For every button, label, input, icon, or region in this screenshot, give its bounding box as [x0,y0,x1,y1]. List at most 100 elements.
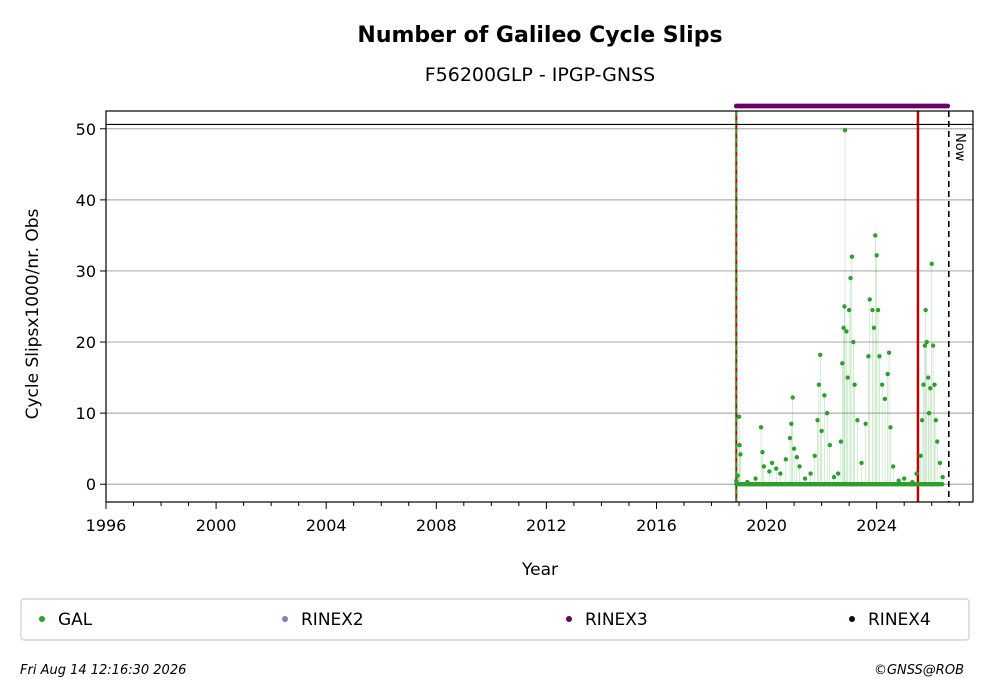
legend-label-rinex4: RINEX4 [868,610,931,630]
gal-point [901,476,907,481]
gal-point [855,418,860,423]
gal-point [818,352,823,358]
gal-point [767,469,772,474]
gal-point [852,382,857,387]
now-label: Now [952,133,967,162]
gal-point [940,474,945,480]
gal-point [734,478,739,483]
legend-marker-rinex3 [566,616,572,622]
y-tick-label: 30 [76,262,96,281]
gal-point [761,464,767,469]
x-tick-label: 2000 [196,516,237,535]
series-points [733,103,951,487]
gal-point [789,421,794,426]
x-tick-label: 2008 [416,516,457,535]
gal-point [753,476,758,481]
gal-point [849,254,855,259]
gal-point [846,307,852,313]
y-axis-label: Cycle Slipsx1000/nr. Obs [23,208,43,419]
rinex3-point [945,103,951,109]
plot-frame [105,110,974,503]
gal-point [890,464,896,469]
gal-point [758,425,764,430]
gal-point [816,382,822,387]
gal-point [824,410,830,416]
footer-copyright: ©GNSS@ROB [874,663,964,678]
gal-point [867,297,872,302]
gal-point [790,395,795,400]
gal-point [769,460,775,466]
gal-point [885,371,890,377]
gal-point [930,343,936,348]
gal-point [842,304,847,309]
gal-point [808,471,813,476]
footer-timestamp: Fri Aug 14 12:16:30 2026 [20,663,186,678]
x-tick-label: 2004 [306,516,347,535]
x-tick-label: 2020 [746,516,787,535]
gal-point [932,382,937,387]
gal-point [827,442,833,448]
gal-point [933,418,939,423]
legend-label-rinex2: RINEX2 [301,610,364,630]
gal-point [738,452,743,457]
gal-point [863,421,868,426]
legend-box [20,598,970,641]
gal-point [774,466,779,471]
gal-point [844,329,849,334]
gal-point [875,307,881,313]
gal-point [838,439,844,444]
gal-point [819,428,824,434]
x-tick-label: 2012 [526,516,567,535]
gal-point [910,479,915,485]
gal-point [787,435,793,441]
gal-point [802,476,808,481]
gal-point [882,396,888,402]
gal-point [797,464,802,469]
gal-point [873,233,878,238]
gal-point [870,307,875,313]
gal-point [812,453,817,458]
gal-point [923,307,928,313]
gal-point [736,414,742,419]
gal-point [760,450,765,455]
legend-marker-gal [39,616,45,622]
gal-point [874,253,879,258]
gal-point [866,354,871,359]
gal-point [851,339,856,345]
gal-point [815,418,820,423]
gal-point [921,382,926,387]
axes: 0 10 20 30 40 50 1996 2000 2004 2008 2012 2016 2020 2… [76,110,974,535]
gal-point [935,439,940,444]
gal-point [737,442,742,448]
gal-point [835,471,841,476]
gal-point [929,261,934,267]
y-tick-label: 10 [76,404,96,423]
x-tick-label: 1996 [86,516,127,535]
gal-point [918,453,923,458]
chart-title: Number of Galileo Cycle Slips [357,23,722,48]
gal-point [924,339,929,345]
gal-point [783,457,789,462]
gal-point [925,375,931,380]
y-tick-label: 20 [76,333,96,352]
gal-point [888,425,893,430]
gal-point [877,354,882,359]
gal-baseline-point [939,482,945,487]
gal-point [914,471,919,476]
gal-point [841,325,846,331]
x-tick-label: 2016 [636,516,677,535]
vertical-markers: Now [735,111,967,502]
legend-label-rinex3: RINEX3 [585,610,648,630]
gal-point [840,361,845,366]
gal-point [879,382,885,387]
gal-point [859,460,864,466]
gal-point [794,455,800,460]
gal-point [922,343,928,348]
gal-point [778,471,783,476]
gal-point [831,474,837,480]
gal-point [926,410,932,416]
gal-point [842,127,848,133]
y-tick-label: 50 [76,120,96,139]
gal-point [735,473,740,478]
gal-point [919,418,925,423]
